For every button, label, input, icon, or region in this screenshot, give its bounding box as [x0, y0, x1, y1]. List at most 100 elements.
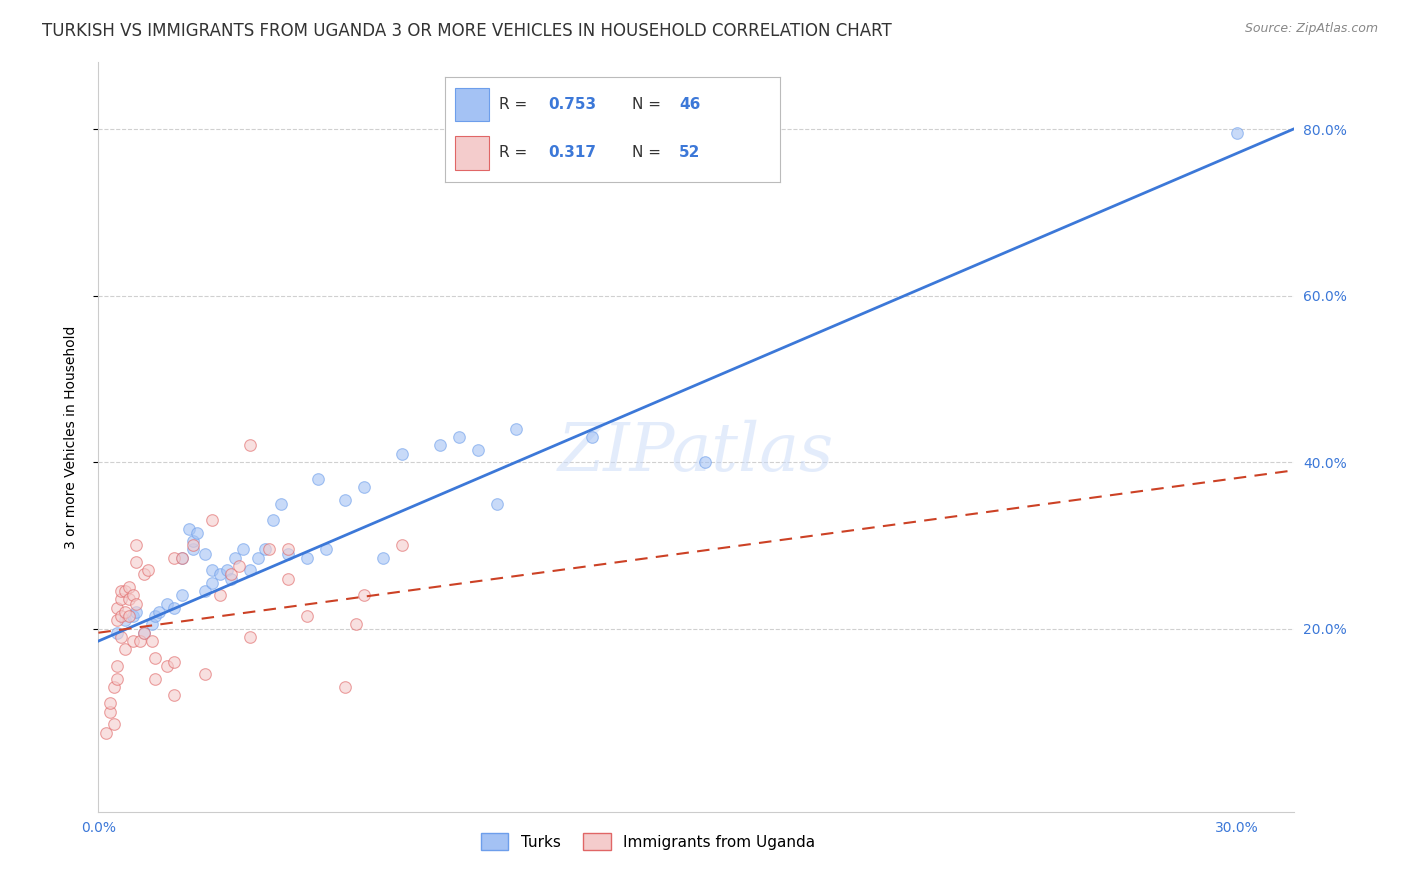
Point: [103, 717, 125, 731]
Point: [103, 680, 125, 694]
Point: [344, 617, 367, 632]
Point: [485, 497, 508, 511]
Point: [505, 422, 527, 436]
Point: [239, 630, 262, 644]
Point: [105, 625, 128, 640]
Point: [270, 497, 292, 511]
Point: [208, 567, 231, 582]
Point: [143, 672, 166, 686]
Point: [194, 667, 217, 681]
Point: [201, 575, 224, 590]
Point: [125, 555, 148, 569]
Point: [110, 630, 132, 644]
Point: [581, 430, 603, 444]
Point: [118, 609, 141, 624]
Point: [391, 538, 413, 552]
Point: [201, 513, 224, 527]
Point: [132, 567, 155, 582]
Point: [110, 584, 132, 599]
Point: [246, 550, 269, 565]
Point: [163, 600, 186, 615]
Text: Source: ZipAtlas.com: Source: ZipAtlas.com: [1244, 22, 1378, 36]
Point: [141, 617, 163, 632]
Point: [143, 609, 166, 624]
Point: [114, 584, 136, 599]
Point: [136, 563, 159, 577]
Point: [353, 480, 375, 494]
Point: [132, 625, 155, 640]
Point: [118, 580, 141, 594]
Point: [110, 609, 132, 624]
Point: [239, 563, 262, 577]
Point: [219, 567, 242, 582]
Point: [333, 680, 356, 694]
Point: [254, 542, 277, 557]
Point: [181, 534, 204, 549]
Point: [163, 655, 186, 669]
Point: [170, 550, 193, 565]
Point: [148, 605, 170, 619]
Point: [170, 550, 193, 565]
Point: [353, 588, 375, 602]
Point: [125, 538, 148, 552]
Point: [156, 659, 179, 673]
Point: [105, 659, 128, 673]
Point: [447, 430, 470, 444]
Point: [224, 550, 246, 565]
Legend: Turks, Immigrants from Uganda: Turks, Immigrants from Uganda: [475, 827, 821, 856]
Point: [179, 522, 201, 536]
Point: [114, 613, 136, 627]
Point: [129, 634, 152, 648]
Point: [262, 513, 284, 527]
Point: [170, 588, 193, 602]
Point: [132, 625, 155, 640]
Point: [114, 605, 136, 619]
Point: [105, 613, 128, 627]
Point: [277, 572, 299, 586]
Point: [208, 588, 231, 602]
Point: [163, 550, 186, 565]
Point: [277, 547, 299, 561]
Text: TURKISH VS IMMIGRANTS FROM UGANDA 3 OR MORE VEHICLES IN HOUSEHOLD CORRELATION CH: TURKISH VS IMMIGRANTS FROM UGANDA 3 OR M…: [42, 22, 891, 40]
Point: [94, 725, 117, 739]
Point: [333, 492, 356, 507]
Point: [98, 697, 121, 711]
Text: ZIPatlas: ZIPatlas: [558, 419, 834, 484]
Point: [239, 438, 262, 452]
Point: [315, 542, 337, 557]
Point: [228, 559, 250, 574]
Point: [695, 455, 717, 469]
Point: [181, 542, 204, 557]
Point: [110, 592, 132, 607]
Y-axis label: 3 or more Vehicles in Household: 3 or more Vehicles in Household: [63, 326, 77, 549]
Point: [257, 542, 280, 557]
Point: [308, 472, 330, 486]
Point: [219, 572, 242, 586]
Point: [201, 563, 224, 577]
Point: [118, 592, 141, 607]
Point: [141, 634, 163, 648]
Point: [121, 609, 143, 624]
Point: [143, 650, 166, 665]
Point: [125, 597, 148, 611]
Point: [295, 609, 318, 624]
Point: [232, 542, 254, 557]
Point: [391, 447, 413, 461]
Point: [105, 600, 128, 615]
Point: [295, 550, 318, 565]
Point: [105, 672, 128, 686]
Point: [429, 438, 451, 452]
Point: [217, 563, 239, 577]
Point: [194, 547, 217, 561]
Point: [194, 584, 217, 599]
Point: [163, 688, 186, 702]
Point: [181, 538, 204, 552]
Point: [121, 634, 143, 648]
Point: [114, 642, 136, 657]
Point: [186, 525, 208, 540]
Point: [125, 605, 148, 619]
Point: [277, 542, 299, 557]
Point: [121, 588, 143, 602]
Point: [98, 705, 121, 719]
Point: [467, 442, 489, 457]
